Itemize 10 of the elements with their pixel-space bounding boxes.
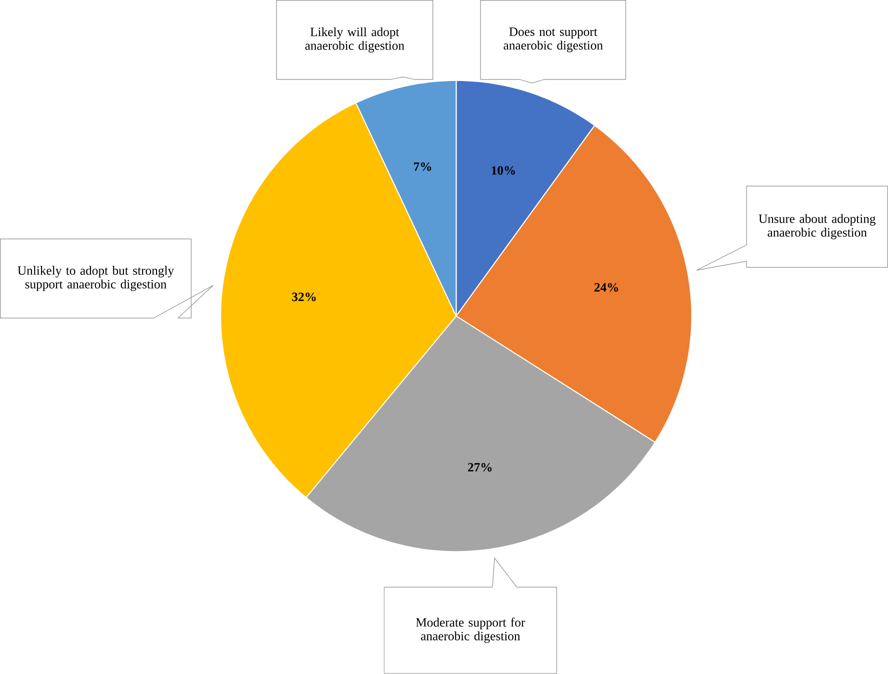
slice-label: Likely will adopt anaerobic digestion [305,27,404,53]
slice-label: Unlikely to adopt but strongly support anaerobic digestion [18,266,174,292]
data-label: 10% [492,166,515,175]
data-label: 7% [414,162,432,172]
slice-label: Moderate support for anaerobic digestion [416,618,526,644]
data-label: 32% [292,292,316,302]
slice-label: Does not support anaerobic digestion [504,28,603,52]
data-label: 24% [594,283,618,292]
slice-label: Unsure about adopting anaerobic digestion [758,214,876,240]
data-label: 27% [468,463,492,472]
